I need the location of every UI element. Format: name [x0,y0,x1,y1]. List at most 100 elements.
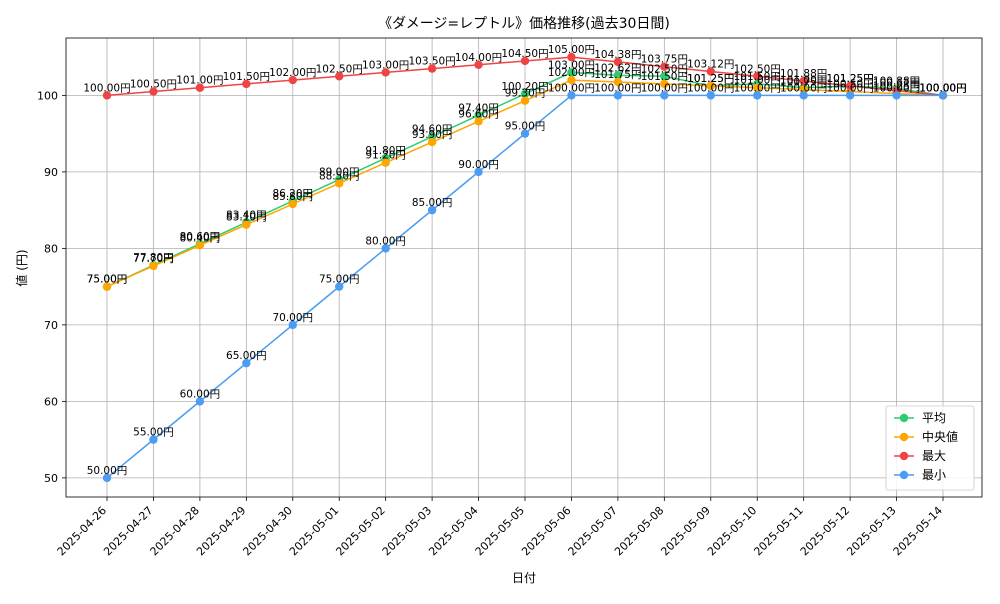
data-label: 101.88円 [780,68,827,80]
data-label: 100.50円 [130,79,177,91]
data-point [660,72,669,81]
data-point [567,91,576,100]
data-label: 101.75円 [594,69,641,81]
series-2 [102,52,948,100]
data-label: 100.00円 [919,82,966,94]
data-point [613,57,623,67]
data-label: 80.00円 [365,235,406,247]
data-label: 100.00円 [594,82,641,94]
data-point [799,91,808,100]
data-label: 90.00円 [458,159,499,171]
data-label: 100.00円 [919,82,966,94]
data-point [195,83,205,92]
data-label: 102.00円 [548,67,595,79]
data-point [474,60,483,69]
y-tick-label: 70 [44,319,58,332]
data-label: 105.00円 [548,44,595,56]
data-label: 83.40円 [226,209,267,221]
data-label: 75.00円 [319,274,360,286]
legend-label: 平均 [922,411,946,425]
legend-swatch-marker [899,451,909,461]
data-label: 100.00円 [873,82,920,94]
x-axis-title: 日付 [512,571,536,585]
plot-frame [65,37,983,498]
data-point [799,76,808,86]
data-label: 94.60円 [412,124,453,136]
data-label: 55.00円 [133,427,174,439]
data-point [520,89,530,99]
data-point [474,111,483,120]
legend-swatch-marker [899,432,909,442]
y-tick-label: 50 [44,472,58,485]
data-label: 96.60円 [458,108,499,120]
data-point [335,282,344,291]
data-label: 100.00円 [919,82,966,94]
data-label: 103.00円 [362,59,409,71]
y-axis-title: 値 (円) [14,249,29,286]
data-label: 100.88円 [873,76,920,88]
data-label: 100.00円 [734,82,781,94]
data-label: 104.00円 [455,52,502,64]
data-point [102,473,112,483]
data-label: 102.50円 [641,63,688,75]
data-point [706,91,715,100]
data-label: 95.00円 [505,121,546,133]
data-point [660,91,669,100]
data-label: 101.25円 [826,73,873,85]
data-label: 100.20円 [501,81,548,93]
data-point [242,220,251,229]
data-point [427,64,437,73]
data-point [520,129,530,138]
data-label: 60.00円 [180,388,221,400]
legend-label: 最大 [922,449,946,463]
data-label: 93.90円 [412,129,453,141]
data-label: 100.00円 [641,82,688,94]
data-label: 65.00円 [226,350,267,362]
y-tick-label: 80 [44,242,58,255]
data-label: 85.00円 [412,197,453,209]
data-label: 77.70円 [133,253,174,265]
legend-box [885,405,975,491]
data-label: 101.00円 [780,75,827,87]
data-label: 102.50円 [316,63,363,75]
series-3 [102,91,948,483]
data-point [242,358,251,368]
data-label: 97.40円 [458,102,499,114]
y-tick-label: 90 [44,166,58,179]
data-point [195,397,205,406]
data-point [706,81,715,91]
y-tick-label: 100 [37,89,58,102]
data-label: 80.40円 [180,232,221,244]
data-point [660,62,669,71]
data-point [753,72,762,81]
data-point [102,282,112,291]
data-label: 50.00円 [87,465,128,477]
series-1 [102,75,948,291]
data-label: 100.62円 [873,78,920,90]
data-point [427,137,437,147]
data-label: 99.30円 [505,88,546,100]
data-point [613,91,623,100]
data-label: 77.80円 [133,252,174,264]
data-label: 101.25円 [687,73,734,85]
data-label: 89.00円 [319,167,360,179]
data-label: 70.00円 [272,312,313,324]
data-label: 103.75円 [641,54,688,66]
legend-label: 中央値 [922,429,958,444]
data-point [520,96,530,105]
data-label: 102.62円 [594,62,641,74]
data-label: 101.50円 [223,71,270,83]
data-label: 102.50円 [734,63,781,75]
data-label: 100.00円 [548,82,595,94]
data-label: 104.38円 [594,49,641,61]
data-point [845,91,855,100]
data-point [660,79,669,89]
data-label: 86.20円 [272,188,313,200]
data-label: 100.50円 [826,79,873,91]
data-label: 103.50円 [408,56,455,68]
data-point [335,72,344,81]
data-point [149,435,158,444]
data-point [335,179,344,188]
